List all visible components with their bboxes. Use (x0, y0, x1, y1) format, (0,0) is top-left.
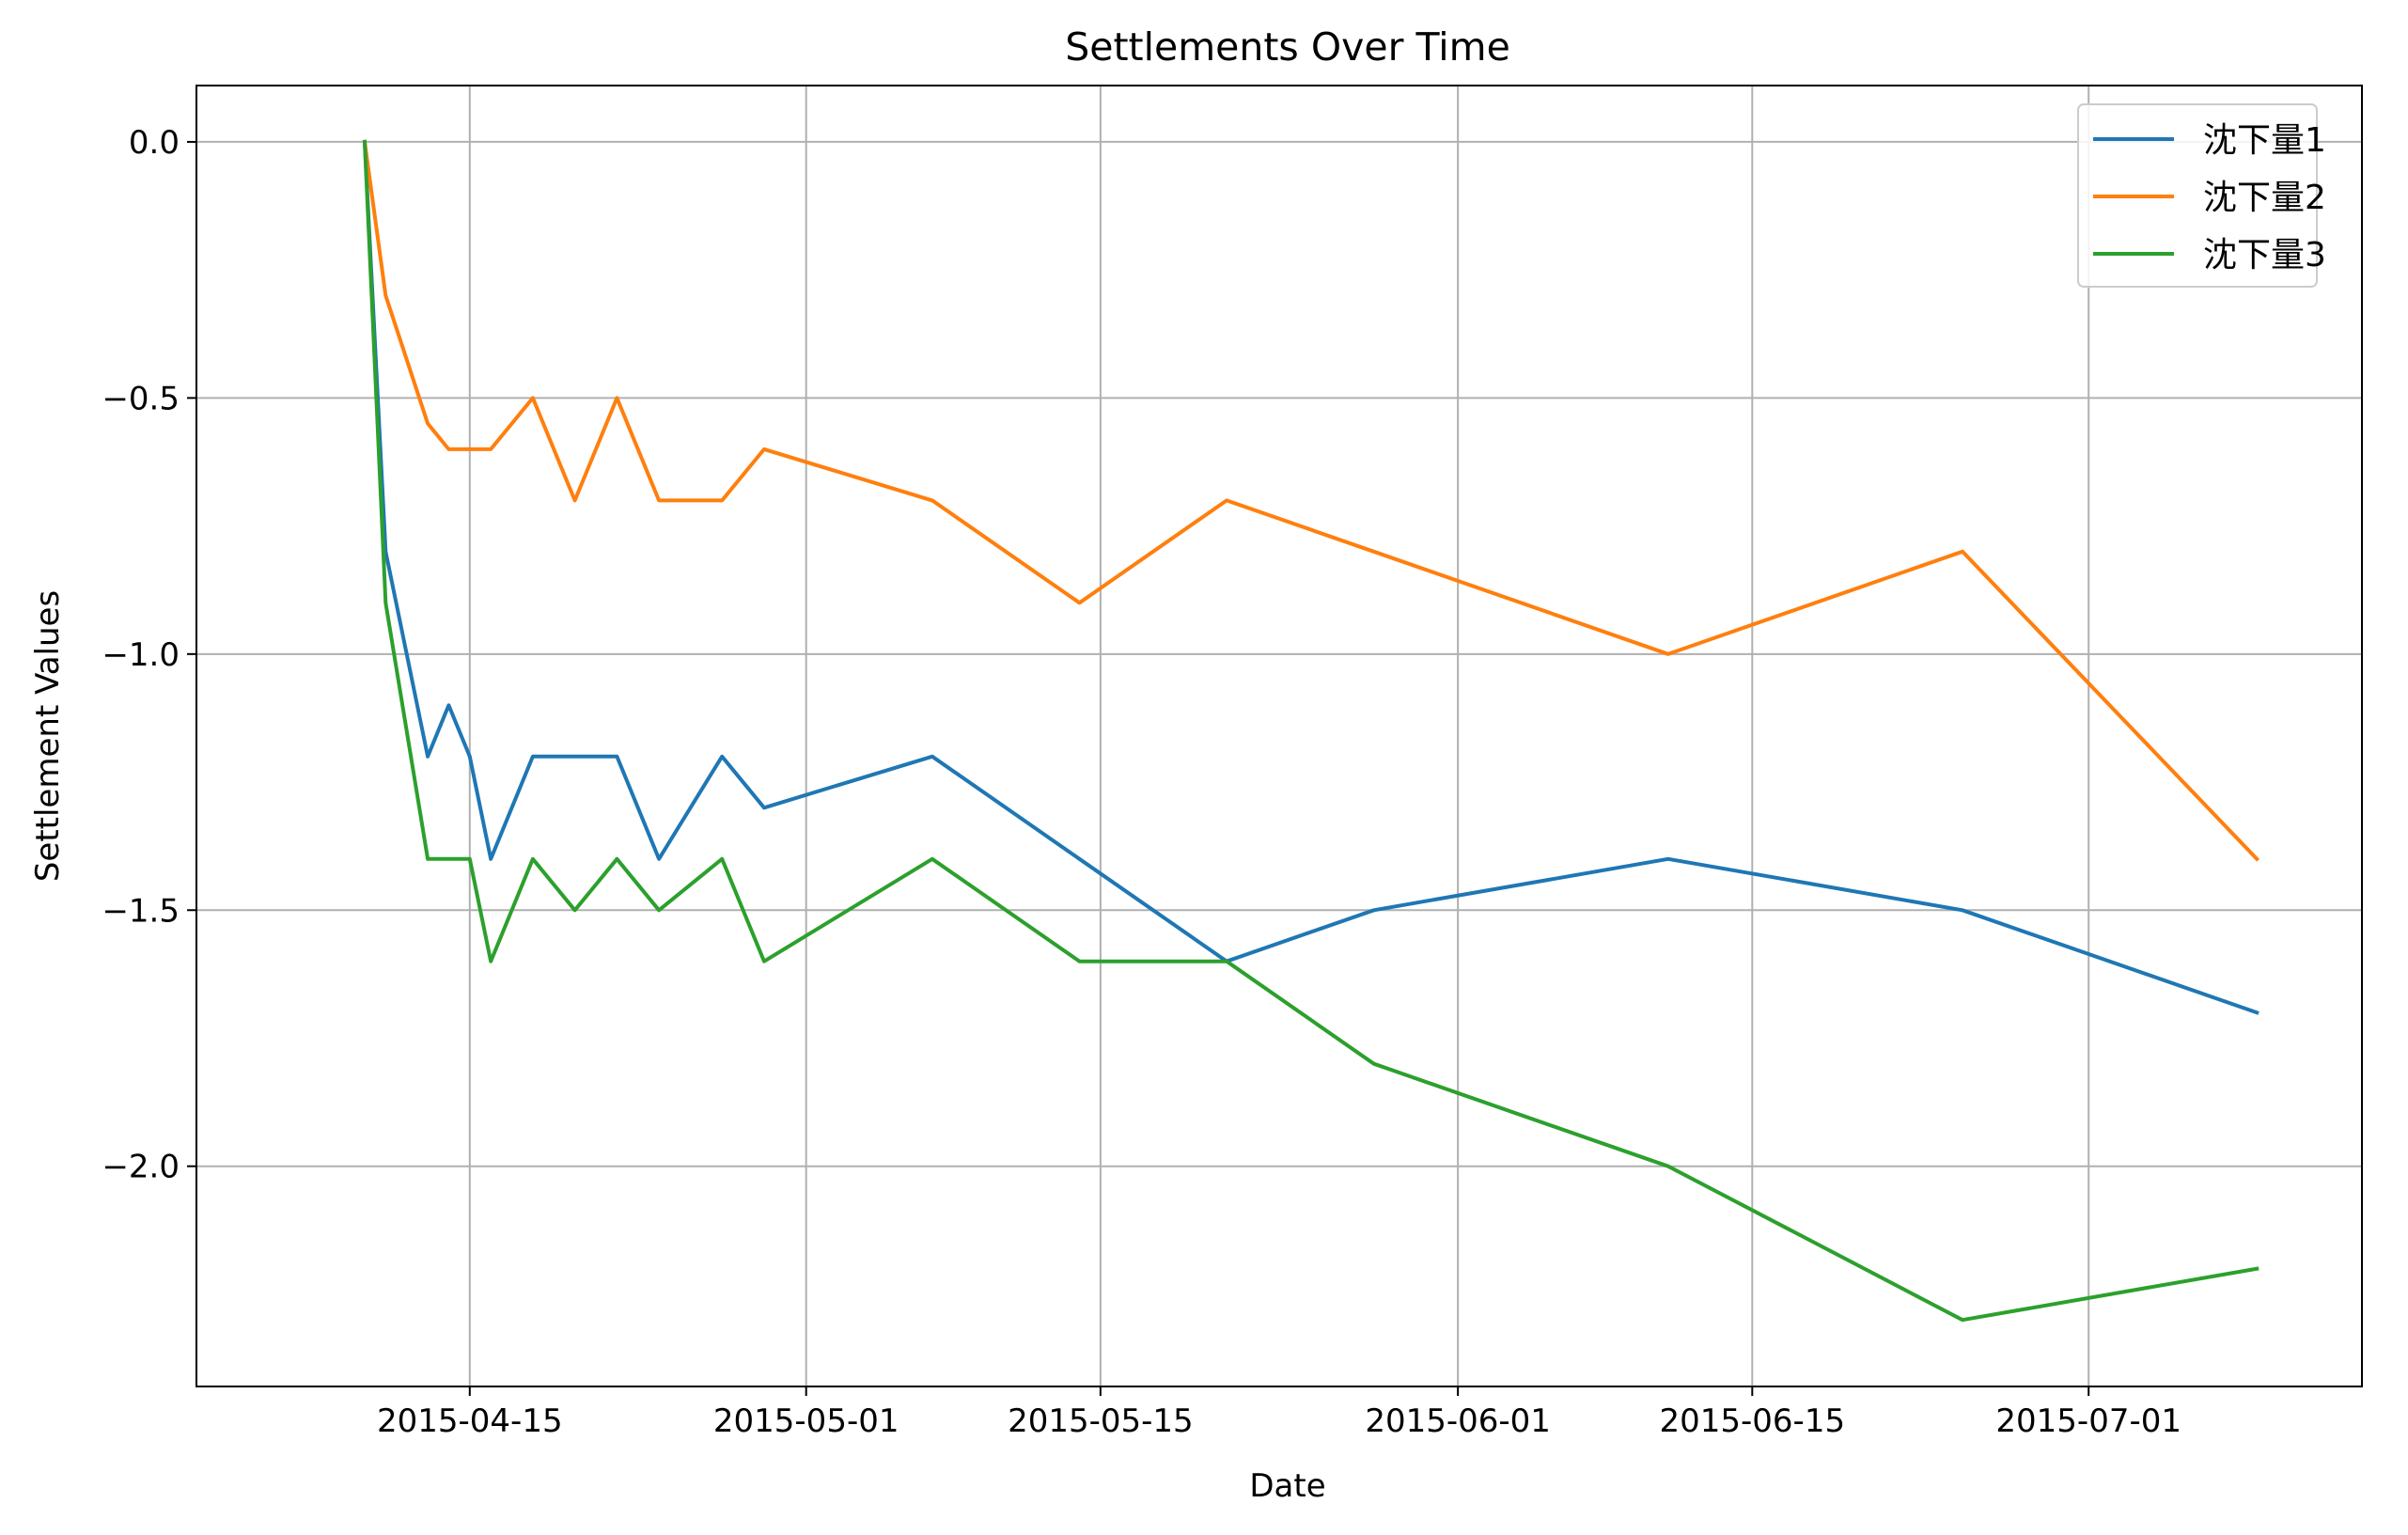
x-axis-ticks: 2015-04-15 2015-05-01 2015-05-15 2015-06-01… (377, 1386, 2181, 1440)
series-line-2 (362, 139, 2260, 862)
y-axis-label: Settlement Values (29, 590, 67, 882)
series-lines (362, 139, 2260, 1323)
x-tick-label: 2015-04-15 (377, 1402, 563, 1440)
legend-label-3: 沈下量3 (2203, 236, 2326, 274)
y-tick-label: −1.5 (102, 892, 180, 930)
x-tick-label: 2015-06-15 (1660, 1402, 1846, 1440)
y-tick-label: −1.0 (102, 636, 180, 674)
x-tick-label: 2015-05-15 (1008, 1402, 1194, 1440)
x-tick-label: 2015-07-01 (1995, 1402, 2181, 1440)
x-tick-label: 2015-06-01 (1365, 1402, 1551, 1440)
plot-frame (195, 85, 2363, 1387)
x-tick-label: 2015-05-01 (713, 1402, 899, 1440)
legend-label-2: 沈下量2 (2203, 179, 2326, 217)
series-line-1 (362, 139, 2259, 1015)
legend-box (2077, 103, 2318, 288)
grid (196, 86, 2362, 1386)
y-axis-ticks: 0.0 −0.5 −1.0 −1.5 −2.0 (102, 124, 196, 1186)
x-axis-label: Date (1249, 1467, 1325, 1505)
y-tick-label: 0.0 (129, 124, 180, 162)
chart-title: Settlements Over Time (1065, 24, 1510, 70)
legend: 沈下量1 沈下量2 沈下量3 (2077, 103, 2326, 288)
legend-label-1: 沈下量1 (2203, 121, 2326, 160)
series-line-3 (362, 139, 2259, 1323)
y-tick-label: −0.5 (102, 380, 180, 417)
y-tick-label: −2.0 (102, 1149, 180, 1186)
